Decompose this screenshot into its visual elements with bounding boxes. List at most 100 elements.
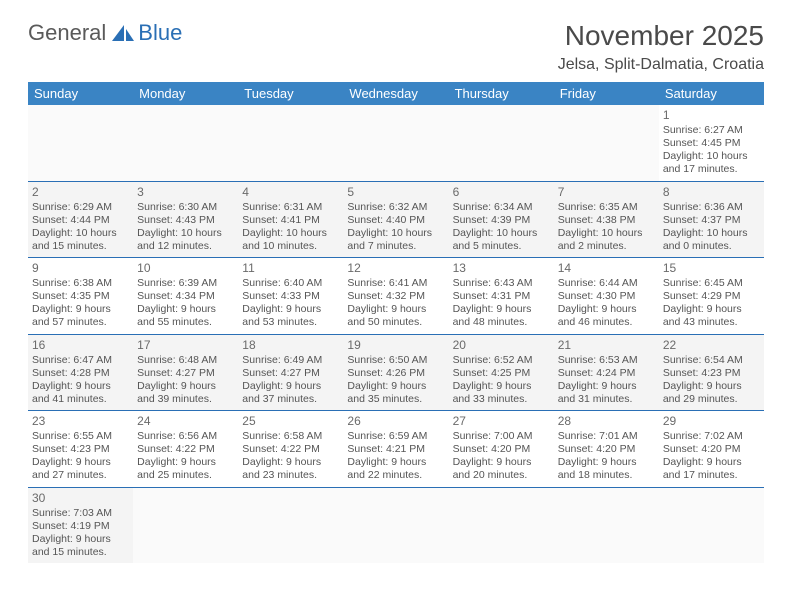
daylight-line: Daylight: 10 hours and 15 minutes. [32,227,129,253]
sunset-line: Sunset: 4:39 PM [453,214,550,227]
day-number: 23 [32,414,129,429]
daylight-line: Daylight: 9 hours and 33 minutes. [453,380,550,406]
day-number: 4 [242,185,339,200]
sunrise-line: Sunrise: 6:43 AM [453,277,550,290]
month-title: November 2025 [558,20,764,52]
calendar-day-cell: 29Sunrise: 7:02 AMSunset: 4:20 PMDayligh… [659,411,764,488]
day-number: 9 [32,261,129,276]
day-number: 20 [453,338,550,353]
sunset-line: Sunset: 4:25 PM [453,367,550,380]
day-number: 16 [32,338,129,353]
daylight-line: Daylight: 9 hours and 46 minutes. [558,303,655,329]
weekday-header: Saturday [659,82,764,105]
day-number: 26 [347,414,444,429]
daylight-line: Daylight: 9 hours and 48 minutes. [453,303,550,329]
day-number: 13 [453,261,550,276]
calendar-day-cell: 25Sunrise: 6:58 AMSunset: 4:22 PMDayligh… [238,411,343,488]
sunset-line: Sunset: 4:27 PM [242,367,339,380]
calendar-day-cell: 17Sunrise: 6:48 AMSunset: 4:27 PMDayligh… [133,334,238,411]
daylight-line: Daylight: 10 hours and 5 minutes. [453,227,550,253]
calendar-day-cell: 8Sunrise: 6:36 AMSunset: 4:37 PMDaylight… [659,181,764,258]
sunset-line: Sunset: 4:31 PM [453,290,550,303]
sunrise-line: Sunrise: 6:27 AM [663,124,760,137]
calendar-day-cell: 9Sunrise: 6:38 AMSunset: 4:35 PMDaylight… [28,258,133,335]
sunset-line: Sunset: 4:23 PM [32,443,129,456]
sunset-line: Sunset: 4:19 PM [32,520,129,533]
sunset-line: Sunset: 4:22 PM [242,443,339,456]
sunrise-line: Sunrise: 6:29 AM [32,201,129,214]
day-number: 17 [137,338,234,353]
calendar-day-cell: 30Sunrise: 7:03 AMSunset: 4:19 PMDayligh… [28,487,133,563]
sunrise-line: Sunrise: 6:49 AM [242,354,339,367]
calendar-empty-cell [554,487,659,563]
sunrise-line: Sunrise: 7:03 AM [32,507,129,520]
daylight-line: Daylight: 9 hours and 31 minutes. [558,380,655,406]
calendar-week-row: 9Sunrise: 6:38 AMSunset: 4:35 PMDaylight… [28,258,764,335]
daylight-line: Daylight: 9 hours and 55 minutes. [137,303,234,329]
calendar-day-cell: 14Sunrise: 6:44 AMSunset: 4:30 PMDayligh… [554,258,659,335]
daylight-line: Daylight: 9 hours and 29 minutes. [663,380,760,406]
calendar-empty-cell [343,105,448,181]
day-number: 30 [32,491,129,506]
daylight-line: Daylight: 9 hours and 35 minutes. [347,380,444,406]
sunset-line: Sunset: 4:34 PM [137,290,234,303]
calendar-day-cell: 6Sunrise: 6:34 AMSunset: 4:39 PMDaylight… [449,181,554,258]
sunset-line: Sunset: 4:44 PM [32,214,129,227]
daylight-line: Daylight: 10 hours and 12 minutes. [137,227,234,253]
weekday-header: Thursday [449,82,554,105]
calendar-empty-cell [133,487,238,563]
location-subtitle: Jelsa, Split-Dalmatia, Croatia [558,56,764,74]
daylight-line: Daylight: 9 hours and 27 minutes. [32,456,129,482]
sunset-line: Sunset: 4:20 PM [663,443,760,456]
calendar-day-cell: 16Sunrise: 6:47 AMSunset: 4:28 PMDayligh… [28,334,133,411]
sunrise-line: Sunrise: 6:30 AM [137,201,234,214]
sunrise-line: Sunrise: 7:02 AM [663,430,760,443]
weekday-header: Friday [554,82,659,105]
day-number: 27 [453,414,550,429]
calendar-empty-cell [449,487,554,563]
day-number: 21 [558,338,655,353]
weekday-header: Monday [133,82,238,105]
calendar-day-cell: 12Sunrise: 6:41 AMSunset: 4:32 PMDayligh… [343,258,448,335]
calendar-week-row: 2Sunrise: 6:29 AMSunset: 4:44 PMDaylight… [28,181,764,258]
day-number: 28 [558,414,655,429]
daylight-line: Daylight: 9 hours and 53 minutes. [242,303,339,329]
daylight-line: Daylight: 9 hours and 57 minutes. [32,303,129,329]
day-number: 18 [242,338,339,353]
sunrise-line: Sunrise: 6:36 AM [663,201,760,214]
daylight-line: Daylight: 9 hours and 23 minutes. [242,456,339,482]
sunrise-line: Sunrise: 6:53 AM [558,354,655,367]
sunset-line: Sunset: 4:38 PM [558,214,655,227]
sunset-line: Sunset: 4:45 PM [663,137,760,150]
daylight-line: Daylight: 10 hours and 17 minutes. [663,150,760,176]
sunrise-line: Sunrise: 6:45 AM [663,277,760,290]
day-number: 5 [347,185,444,200]
sunset-line: Sunset: 4:32 PM [347,290,444,303]
daylight-line: Daylight: 9 hours and 50 minutes. [347,303,444,329]
daylight-line: Daylight: 9 hours and 17 minutes. [663,456,760,482]
sunset-line: Sunset: 4:27 PM [137,367,234,380]
day-number: 25 [242,414,339,429]
day-number: 8 [663,185,760,200]
weekday-header: Sunday [28,82,133,105]
sunrise-line: Sunrise: 6:50 AM [347,354,444,367]
day-number: 14 [558,261,655,276]
calendar-day-cell: 13Sunrise: 6:43 AMSunset: 4:31 PMDayligh… [449,258,554,335]
day-number: 2 [32,185,129,200]
calendar-empty-cell [554,105,659,181]
calendar-empty-cell [343,487,448,563]
logo: General Blue [28,20,182,46]
sunrise-line: Sunrise: 6:56 AM [137,430,234,443]
calendar-empty-cell [28,105,133,181]
weekday-header-row: SundayMondayTuesdayWednesdayThursdayFrid… [28,82,764,105]
calendar-week-row: 23Sunrise: 6:55 AMSunset: 4:23 PMDayligh… [28,411,764,488]
weekday-header: Tuesday [238,82,343,105]
calendar-week-row: 16Sunrise: 6:47 AMSunset: 4:28 PMDayligh… [28,334,764,411]
sunset-line: Sunset: 4:30 PM [558,290,655,303]
sunrise-line: Sunrise: 6:39 AM [137,277,234,290]
day-number: 12 [347,261,444,276]
calendar-day-cell: 22Sunrise: 6:54 AMSunset: 4:23 PMDayligh… [659,334,764,411]
sunset-line: Sunset: 4:20 PM [453,443,550,456]
daylight-line: Daylight: 9 hours and 37 minutes. [242,380,339,406]
sunset-line: Sunset: 4:41 PM [242,214,339,227]
